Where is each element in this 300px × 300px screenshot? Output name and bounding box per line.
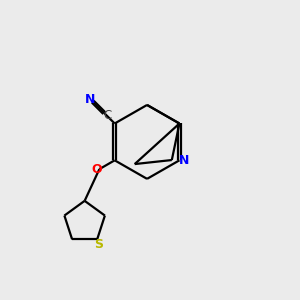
Text: C: C <box>103 109 111 122</box>
Text: O: O <box>92 163 102 176</box>
Text: N: N <box>85 93 96 106</box>
Text: S: S <box>94 238 103 251</box>
Text: N: N <box>179 154 190 167</box>
